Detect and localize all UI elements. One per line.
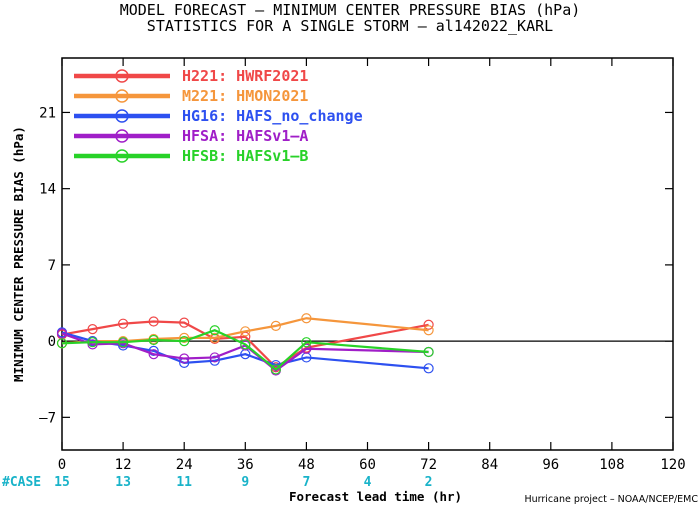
data-point <box>270 320 281 331</box>
credit-text: Hurricane project – NOAA/NCEP/EMC <box>524 494 698 505</box>
data-point <box>301 337 312 348</box>
data-point <box>56 338 68 349</box>
y-tick-label: 14 <box>39 182 56 198</box>
legend-entry: HFSB: HAFSv1–B <box>182 147 308 165</box>
data-point <box>209 332 220 343</box>
legend-marker <box>115 69 129 83</box>
series-4 <box>56 325 434 375</box>
data-point <box>148 334 159 346</box>
y-tick-label: –7 <box>39 410 56 426</box>
data-point <box>179 317 190 328</box>
x-tick-label: 84 <box>481 457 498 473</box>
legend-entry: HG16: HAFS_no_change <box>182 107 363 125</box>
legend-entry: H221: HWRF2021 <box>182 67 308 85</box>
data-point <box>423 325 434 336</box>
x-tick-label: 96 <box>542 457 559 473</box>
case-count: 9 <box>241 475 249 490</box>
series-line <box>61 320 429 369</box>
case-label: #CASE <box>2 475 41 490</box>
chart-subtitle: STATISTICS FOR A SINGLE STORM – al142022… <box>146 17 554 35</box>
data-point <box>301 313 312 324</box>
data-point <box>179 332 190 343</box>
y-tick-label: 7 <box>48 258 56 274</box>
case-count: 4 <box>364 475 372 490</box>
x-tick-label: 0 <box>58 457 66 473</box>
data-point <box>179 336 190 347</box>
data-point <box>117 337 129 348</box>
legend-marker <box>115 149 129 163</box>
series-line <box>61 332 429 372</box>
data-point <box>148 345 159 357</box>
data-point <box>240 326 251 337</box>
case-count: 13 <box>115 475 131 490</box>
data-point <box>209 352 220 363</box>
x-tick-label: 120 <box>660 457 685 473</box>
x-tick-label: 60 <box>359 457 376 473</box>
x-axis: 0 12 24 36 48 60 72 84 96 108 120 <box>58 58 686 473</box>
data-point <box>87 324 98 335</box>
x-axis-label: Forecast lead time (hr) <box>289 489 462 504</box>
legend-marker <box>115 89 129 103</box>
data-point <box>117 318 129 329</box>
y-axis: –7 0 7 14 21 <box>39 105 673 426</box>
legend-entry: M221: HMON2021 <box>182 87 308 105</box>
data-point <box>270 364 281 375</box>
data-point <box>209 325 220 336</box>
data-point <box>209 355 220 366</box>
data-point <box>423 346 434 358</box>
data-point <box>148 349 159 360</box>
x-tick-label: 108 <box>599 457 624 473</box>
data-point <box>423 363 434 374</box>
case-count: 2 <box>425 475 433 490</box>
x-tick-label: 24 <box>176 457 193 473</box>
legend-entry: HFSA: HAFSv1–A <box>182 127 308 145</box>
case-count: 15 <box>54 475 70 490</box>
data-point <box>56 328 68 339</box>
data-point <box>148 316 159 327</box>
x-tick-label: 72 <box>420 457 437 473</box>
x-tick-label: 12 <box>115 457 132 473</box>
series-line <box>61 329 429 371</box>
data-point <box>301 343 312 354</box>
x-tick-label: 36 <box>237 457 254 473</box>
x-tick-label: 48 <box>298 457 315 473</box>
chart-title: MODEL FORECAST – MINIMUM CENTER PRESSURE… <box>119 1 581 19</box>
case-count: 7 <box>302 475 310 490</box>
y-tick-label: 21 <box>39 105 56 121</box>
legend-marker <box>115 129 129 143</box>
legend: H221: HWRF2021 M221: HMON2021 HG16: HAFS_n… <box>74 67 363 165</box>
data-point <box>240 339 251 350</box>
data-point <box>179 353 190 364</box>
data-point <box>87 337 98 348</box>
y-tick-label: 0 <box>48 334 56 350</box>
y-axis-label: MINIMUM CENTER PRESSURE BIAS (hPa) <box>11 126 26 382</box>
legend-marker <box>115 109 129 123</box>
series-layer <box>56 313 434 376</box>
case-count-row: #CASE 15 13 11 9 7 4 2 <box>2 475 433 490</box>
case-count: 11 <box>176 475 192 490</box>
